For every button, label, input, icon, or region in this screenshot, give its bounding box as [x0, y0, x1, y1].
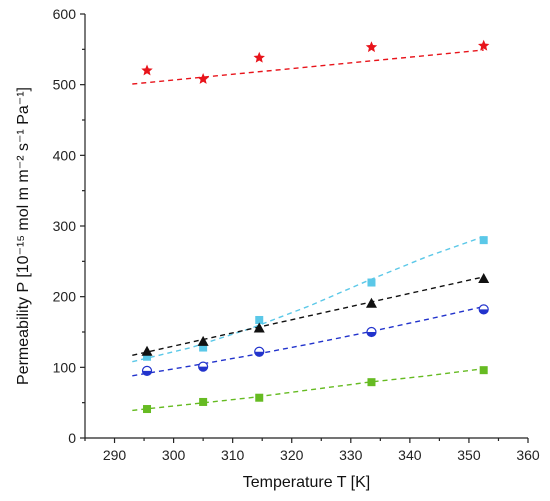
square-marker	[199, 397, 208, 406]
y-tick-label: 0	[68, 430, 76, 446]
y-tick-label: 100	[53, 359, 77, 375]
x-tick-label: 350	[457, 447, 481, 463]
star-marker	[477, 39, 490, 51]
y-tick-label: 200	[53, 289, 77, 305]
star-marker	[253, 51, 265, 63]
x-tick-label: 360	[516, 447, 540, 463]
y-tick-label: 500	[53, 77, 77, 93]
fit-line-0	[132, 49, 484, 85]
y-tick-label: 600	[53, 6, 77, 22]
x-tick-label: 320	[280, 447, 304, 463]
circle-marker-fill	[142, 370, 152, 376]
square-marker	[479, 366, 488, 375]
y-tick-label: 400	[53, 147, 77, 163]
triangle-marker	[253, 322, 265, 333]
x-tick-label: 340	[398, 447, 422, 463]
triangle-marker	[365, 297, 377, 308]
circle-marker-fill	[366, 332, 376, 337]
square-marker	[143, 352, 152, 361]
circle-marker-fill	[479, 309, 489, 314]
fit-line-2	[132, 276, 484, 356]
x-axis-title: Temperature T [K]	[243, 474, 370, 491]
square-marker	[479, 236, 488, 245]
fit-line-3	[132, 305, 484, 377]
square-marker	[255, 315, 264, 324]
x-tick-label: 330	[339, 447, 363, 463]
star-marker	[365, 41, 378, 53]
square-marker	[199, 343, 208, 352]
data-points	[141, 39, 490, 414]
triangle-marker	[478, 273, 490, 283]
x-tick-label: 290	[103, 447, 127, 463]
square-marker	[143, 405, 152, 414]
square-marker	[255, 393, 264, 402]
fit-lines	[132, 49, 484, 412]
square-marker	[367, 378, 376, 387]
x-tick-label: 300	[162, 447, 186, 463]
star-marker	[197, 73, 209, 84]
triangle-marker	[197, 335, 209, 346]
x-tick-label: 310	[221, 447, 245, 463]
circle-marker-fill	[198, 366, 208, 372]
circle-marker-fill	[254, 351, 264, 357]
fit-line-4	[132, 368, 484, 412]
triangle-marker	[141, 345, 153, 356]
y-axis-title: Permeability P [10⁻¹⁵ mol m m⁻² s⁻¹ Pa⁻¹…	[15, 87, 32, 385]
axes: 290 300 310 320 330 340 350 360 0 100 200 300 400 500…	[53, 6, 540, 463]
star-marker	[141, 64, 153, 76]
square-marker	[367, 278, 376, 287]
y-tick-label: 300	[53, 218, 77, 234]
